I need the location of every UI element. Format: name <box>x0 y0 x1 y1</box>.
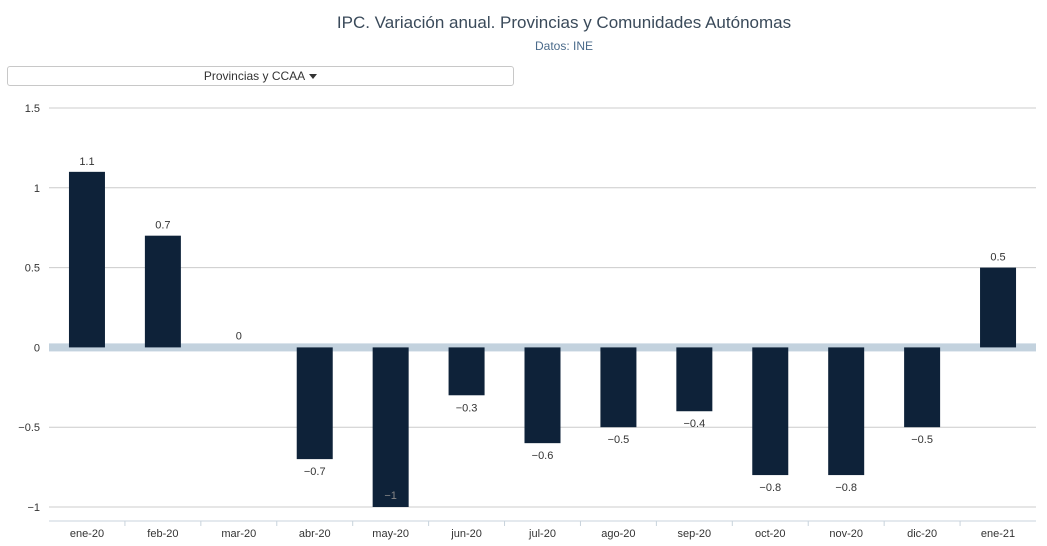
region-dropdown[interactable]: Provincias y CCAA <box>7 66 514 86</box>
y-tick-label: −0.5 <box>18 422 40 434</box>
x-tick-label: may-20 <box>372 528 409 540</box>
data-label: 1.1 <box>79 156 94 168</box>
data-label: −0.5 <box>608 434 630 446</box>
x-tick-label: jun-20 <box>450 528 482 540</box>
data-label: −0.7 <box>304 466 326 478</box>
x-tick-label: ago-20 <box>601 528 635 540</box>
x-tick-label: mar-20 <box>221 528 256 540</box>
bar <box>828 347 865 476</box>
bar <box>676 347 713 412</box>
x-tick-label: nov-20 <box>829 528 863 540</box>
y-tick-label: 1 <box>34 183 40 195</box>
bar <box>600 347 637 428</box>
data-label: 0.5 <box>990 252 1005 264</box>
chart-subtitle: Datos: INE <box>534 39 594 53</box>
x-tick-label: oct-20 <box>755 528 786 540</box>
x-tick-label: sep-20 <box>678 528 712 540</box>
bar <box>448 347 485 396</box>
x-tick-label: jul-20 <box>528 528 556 540</box>
x-tick-label: abr-20 <box>299 528 331 540</box>
data-label: −0.6 <box>532 450 554 462</box>
bar <box>524 347 561 444</box>
y-tick-label: −1 <box>27 502 40 514</box>
bar <box>372 347 409 507</box>
x-tick-label: dic-20 <box>907 528 937 540</box>
region-dropdown-label: Provincias y CCAA <box>203 69 306 83</box>
data-label: −0.8 <box>759 482 781 494</box>
caret-down-icon <box>309 73 318 79</box>
bar <box>144 235 181 348</box>
data-label: −1 <box>384 490 397 502</box>
y-tick-label: 0 <box>34 342 40 354</box>
bar <box>296 347 333 460</box>
y-tick-label: 0.5 <box>25 263 40 275</box>
data-label: −0.3 <box>456 402 478 414</box>
data-label: 0.7 <box>155 220 170 232</box>
chart-title: IPC. Variación anual. Provincias y Comun… <box>336 13 792 32</box>
y-tick-label: 1.5 <box>25 103 40 115</box>
x-tick-label: ene-20 <box>70 528 104 540</box>
data-label: −0.8 <box>835 482 857 494</box>
bar <box>904 347 941 428</box>
data-label: −0.5 <box>911 434 933 446</box>
bar <box>980 267 1017 348</box>
data-label: −0.4 <box>683 418 705 430</box>
x-tick-label: ene-21 <box>981 528 1015 540</box>
bar <box>752 347 789 476</box>
data-label: 0 <box>236 330 242 342</box>
bar <box>68 171 105 348</box>
x-tick-label: feb-20 <box>147 528 178 540</box>
